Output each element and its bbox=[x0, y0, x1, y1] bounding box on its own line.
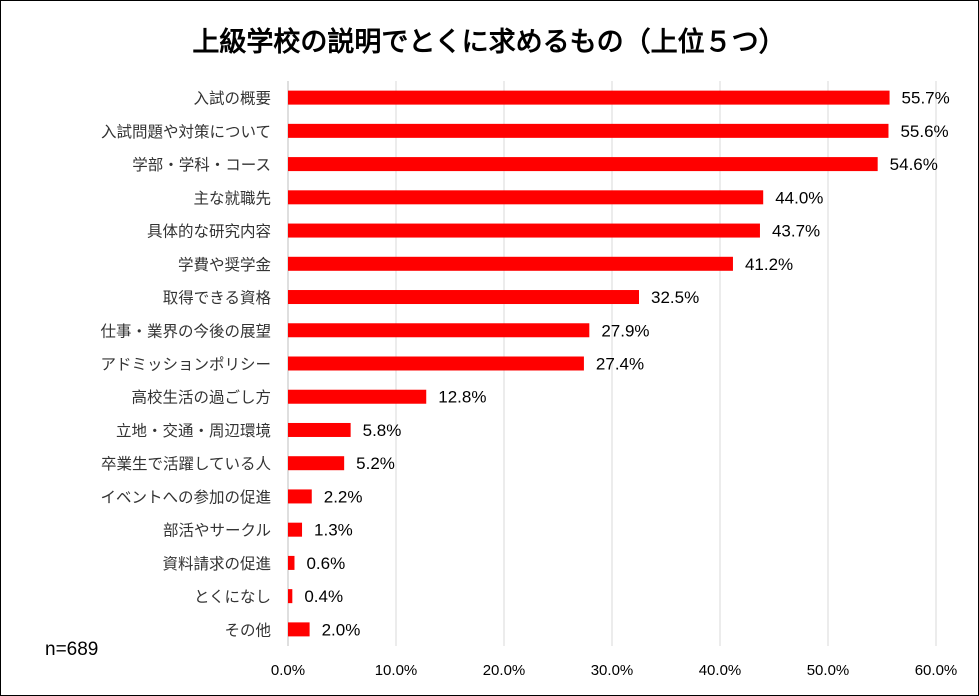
category-label: 入試問題や対策について bbox=[101, 123, 271, 141]
category-label: 具体的な研究内容 bbox=[147, 223, 271, 241]
category-labels: 入試の概要入試問題や対策について学部・学科・コース主な就職先具体的な研究内容学費… bbox=[100, 90, 271, 640]
sample-size-label: n=689 bbox=[45, 639, 98, 660]
bar bbox=[288, 489, 312, 504]
category-label: イベントへの参加の促進 bbox=[100, 488, 271, 506]
category-label: アドミッションポリシー bbox=[100, 356, 271, 374]
data-label: 27.9% bbox=[601, 321, 649, 340]
bar bbox=[288, 90, 890, 105]
data-label: 27.4% bbox=[596, 355, 644, 374]
bar bbox=[288, 323, 590, 338]
x-tick-label: 20.0% bbox=[483, 662, 526, 679]
x-tick-label: 30.0% bbox=[591, 662, 634, 679]
x-tick-label: 0.0% bbox=[271, 662, 305, 679]
bar bbox=[288, 456, 345, 471]
x-tick-label: 50.0% bbox=[807, 662, 850, 679]
category-label: 卒業生で活躍している人 bbox=[101, 455, 271, 473]
category-label: 入試の概要 bbox=[193, 90, 271, 108]
data-label: 0.4% bbox=[304, 587, 343, 606]
bar bbox=[288, 356, 584, 371]
data-label: 54.6% bbox=[890, 155, 938, 174]
x-tick-label: 60.0% bbox=[915, 662, 958, 679]
data-label: 41.2% bbox=[745, 255, 793, 274]
data-label: 55.6% bbox=[900, 122, 948, 141]
bar bbox=[288, 389, 427, 404]
bar bbox=[288, 589, 293, 604]
data-label: 5.2% bbox=[356, 454, 395, 473]
category-label: とくになし bbox=[194, 588, 271, 606]
data-label: 0.6% bbox=[306, 554, 345, 573]
data-label: 2.2% bbox=[324, 487, 363, 506]
data-label: 1.3% bbox=[314, 521, 353, 540]
category-label: 学部・学科・コース bbox=[132, 156, 271, 174]
x-axis-tick-labels: 0.0% 10.0% 20.0% 30.0% 40.0% 50.0% 60.0% bbox=[271, 662, 957, 679]
data-label: 2.0% bbox=[322, 620, 361, 639]
category-label: 取得できる資格 bbox=[163, 289, 272, 307]
data-label: 44.0% bbox=[775, 188, 823, 207]
bar bbox=[288, 123, 889, 138]
x-tick-label: 10.0% bbox=[375, 662, 418, 679]
category-label: その他 bbox=[224, 621, 271, 639]
bar bbox=[288, 555, 295, 570]
chart-title: 上級学校の説明でとくに求めるもの（上位５つ） bbox=[192, 26, 785, 58]
data-label: 55.7% bbox=[902, 89, 950, 108]
category-label: 主な就職先 bbox=[193, 189, 271, 207]
x-tick-label: 40.0% bbox=[699, 662, 742, 679]
bar bbox=[288, 223, 760, 238]
category-label: 部活やサークル bbox=[163, 522, 271, 540]
category-label: 学費や奨学金 bbox=[178, 256, 272, 274]
category-label: 高校生活の過ごし方 bbox=[131, 389, 271, 407]
bar bbox=[288, 157, 878, 172]
bar bbox=[288, 190, 764, 205]
bar bbox=[288, 256, 733, 271]
data-label: 12.8% bbox=[438, 388, 486, 407]
data-label: 43.7% bbox=[772, 222, 820, 241]
bar bbox=[288, 622, 310, 637]
bar bbox=[288, 290, 639, 305]
category-label: 立地・交通・周辺環境 bbox=[116, 421, 271, 440]
data-label: 32.5% bbox=[651, 288, 699, 307]
bars bbox=[288, 90, 890, 637]
data-label: 5.8% bbox=[363, 421, 402, 440]
category-label: 資料請求の促進 bbox=[162, 555, 271, 573]
bar bbox=[288, 422, 351, 437]
value-labels: 55.7% 55.6% 54.6% 44.0% 43.7% 41.2% 32.5%27.9%… bbox=[304, 89, 949, 640]
category-label: 仕事・業界の今後の展望 bbox=[100, 322, 271, 340]
bar bbox=[288, 522, 303, 537]
